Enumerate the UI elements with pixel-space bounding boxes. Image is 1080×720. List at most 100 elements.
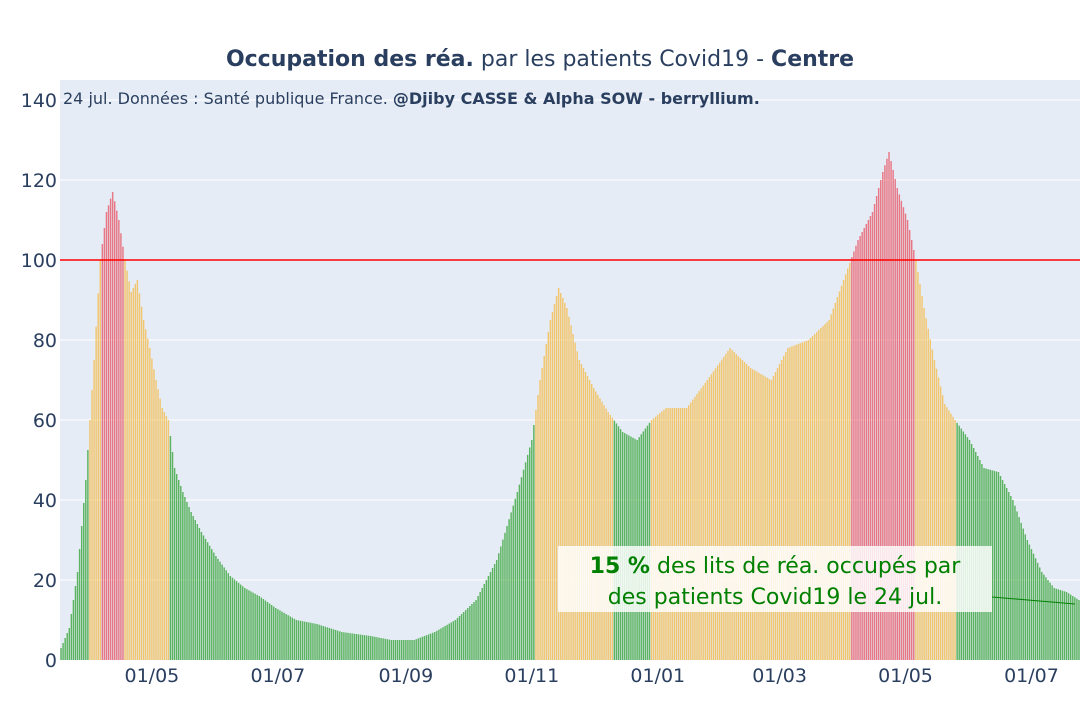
bar xyxy=(948,410,950,660)
chart-title: Occupation des réa. par les patients Cov… xyxy=(226,47,854,72)
bar xyxy=(95,326,97,660)
bar xyxy=(204,538,207,660)
bar xyxy=(543,356,545,660)
bar xyxy=(834,302,837,660)
bar xyxy=(729,348,731,660)
bar xyxy=(434,632,436,660)
bar xyxy=(225,570,227,660)
bar xyxy=(376,637,378,660)
bar xyxy=(396,640,399,660)
bar xyxy=(824,324,826,660)
bar xyxy=(372,636,374,660)
bar xyxy=(502,539,504,660)
bar xyxy=(489,572,492,660)
bar xyxy=(993,470,996,660)
y-tick-label: 40 xyxy=(33,490,57,512)
source-authors: @Djiby CASSE & Alpha SOW - berryllium. xyxy=(393,89,760,108)
bar xyxy=(289,616,291,660)
bar xyxy=(708,377,711,660)
bar xyxy=(838,291,841,660)
bar xyxy=(652,418,655,660)
bar xyxy=(427,634,430,660)
bar xyxy=(768,378,770,660)
bar xyxy=(120,233,122,660)
bar xyxy=(1001,480,1004,660)
bar xyxy=(481,588,483,660)
x-tick-label: 01/05 xyxy=(878,665,933,687)
bar xyxy=(1059,590,1062,660)
bar xyxy=(609,414,611,660)
bar xyxy=(747,366,750,660)
bar xyxy=(880,180,882,660)
bar xyxy=(491,568,494,660)
bar xyxy=(357,634,360,660)
bar xyxy=(450,622,452,660)
bar xyxy=(762,375,764,660)
bar xyxy=(1032,553,1035,660)
bar xyxy=(673,408,675,660)
bar xyxy=(390,640,393,660)
bar xyxy=(1036,562,1039,660)
source-credit: 24 jul. Données : Santé publique France.… xyxy=(63,89,760,108)
bar xyxy=(900,200,903,661)
bar xyxy=(483,584,486,660)
bar xyxy=(93,360,95,660)
bar xyxy=(421,636,424,660)
bar xyxy=(221,564,223,660)
bar xyxy=(849,262,851,660)
bar xyxy=(731,350,733,660)
bar xyxy=(549,320,552,660)
bar xyxy=(479,592,481,660)
bar xyxy=(665,408,667,660)
bar xyxy=(545,344,547,660)
bar xyxy=(1020,522,1022,660)
bar xyxy=(87,450,89,660)
bar xyxy=(1041,572,1043,660)
bar xyxy=(603,405,605,660)
bar xyxy=(694,396,696,660)
bar xyxy=(588,380,591,660)
bar xyxy=(650,420,653,660)
bar xyxy=(208,545,211,660)
bar xyxy=(314,623,316,660)
bar xyxy=(611,417,614,660)
bar xyxy=(444,626,446,660)
bar xyxy=(378,637,380,660)
bar xyxy=(66,633,68,660)
bar xyxy=(946,407,948,660)
bar xyxy=(448,623,450,660)
bar xyxy=(1045,577,1047,660)
bar xyxy=(188,507,190,660)
bar xyxy=(303,621,306,660)
bar xyxy=(130,292,132,660)
bar xyxy=(863,228,865,660)
bar xyxy=(1061,590,1064,660)
bar xyxy=(826,322,828,660)
bar xyxy=(97,293,99,660)
bar xyxy=(599,398,601,660)
y-tick-label: 140 xyxy=(21,90,57,112)
bar xyxy=(739,358,742,660)
bar xyxy=(62,643,64,660)
bar xyxy=(675,408,678,660)
bar xyxy=(828,320,830,660)
bar xyxy=(83,503,85,660)
bar xyxy=(111,192,114,660)
bar xyxy=(551,312,554,660)
bar xyxy=(1008,492,1010,660)
bar xyxy=(741,360,744,660)
bar xyxy=(840,285,843,660)
bar xyxy=(493,564,496,660)
bar xyxy=(341,632,343,660)
bar xyxy=(873,204,876,660)
bar xyxy=(1074,597,1076,660)
bar xyxy=(194,520,196,660)
bar xyxy=(242,586,244,660)
bar xyxy=(365,635,368,660)
bar xyxy=(956,422,958,660)
bar xyxy=(714,368,717,660)
bar xyxy=(380,638,382,660)
bar xyxy=(1067,593,1070,660)
bar xyxy=(749,368,752,660)
bar xyxy=(1055,588,1057,660)
